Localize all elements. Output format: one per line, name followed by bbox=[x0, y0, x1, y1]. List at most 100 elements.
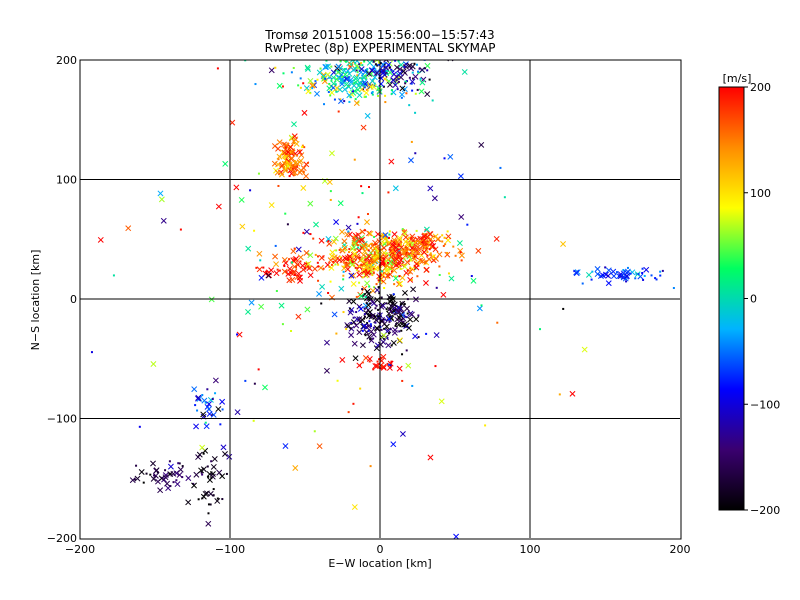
data-point-x bbox=[396, 314, 403, 321]
data-point-dot bbox=[401, 228, 404, 231]
data-point-dot bbox=[252, 419, 255, 422]
data-point-dot bbox=[286, 223, 289, 226]
data-point-dot bbox=[289, 271, 292, 274]
data-point-dot bbox=[281, 323, 284, 326]
data-point-dot bbox=[355, 295, 358, 298]
data-point-dot bbox=[319, 67, 322, 70]
data-point-dot bbox=[358, 63, 361, 66]
data-point-dot bbox=[345, 262, 348, 265]
data-point-x bbox=[358, 66, 365, 73]
data-point-x bbox=[222, 451, 228, 457]
data-point-dot bbox=[409, 236, 412, 239]
data-point-x bbox=[360, 252, 367, 258]
data-point-x bbox=[134, 475, 141, 482]
data-point-dot bbox=[386, 241, 389, 244]
data-point-x bbox=[327, 257, 334, 264]
data-point-dot bbox=[370, 314, 373, 317]
data-point-x bbox=[326, 240, 333, 247]
data-point-dot bbox=[344, 249, 347, 252]
data-point-dot bbox=[659, 270, 662, 273]
data-point-dot bbox=[343, 68, 346, 71]
data-point-x bbox=[307, 272, 314, 279]
data-point-x bbox=[387, 308, 394, 315]
data-point-x bbox=[352, 75, 359, 82]
data-point-dot bbox=[288, 258, 291, 261]
data-point-dot bbox=[371, 90, 374, 93]
data-point-dot bbox=[366, 71, 369, 74]
colorbar-ticks: 200 100 0 −100 −200 bbox=[744, 81, 780, 517]
y-tick-label: 200 bbox=[56, 54, 77, 67]
data-point-dot bbox=[368, 360, 371, 363]
data-point-x bbox=[185, 499, 192, 506]
data-point-dot bbox=[409, 259, 412, 262]
data-point-dot bbox=[400, 329, 403, 332]
data-point-dot bbox=[641, 267, 644, 270]
data-point-x bbox=[301, 109, 308, 116]
data-point-dot bbox=[634, 277, 637, 280]
data-point-dot bbox=[274, 66, 277, 69]
data-point-x bbox=[125, 225, 132, 232]
data-point-x bbox=[380, 332, 387, 339]
data-point-x bbox=[220, 444, 227, 451]
data-point-dot bbox=[259, 259, 262, 262]
data-point-dot bbox=[399, 267, 402, 270]
data-point-x bbox=[273, 261, 280, 268]
data-point-dot bbox=[274, 244, 277, 247]
data-point-dot bbox=[371, 274, 374, 277]
data-point-x bbox=[371, 258, 378, 265]
data-point-dot bbox=[347, 85, 350, 88]
data-point-dot bbox=[207, 503, 210, 506]
data-point-dot bbox=[410, 82, 413, 85]
data-point-dot bbox=[397, 80, 400, 83]
data-point-dot bbox=[201, 473, 204, 476]
data-point-x bbox=[297, 157, 304, 164]
data-point-dot bbox=[302, 231, 305, 234]
data-point-x bbox=[424, 91, 431, 98]
data-point-dot bbox=[363, 317, 366, 320]
data-point-dot bbox=[377, 267, 380, 270]
data-point-dot bbox=[360, 77, 363, 80]
data-point-dot bbox=[293, 142, 296, 145]
data-point-x bbox=[470, 277, 477, 284]
data-point-x bbox=[200, 493, 207, 500]
data-point-dot bbox=[390, 244, 393, 247]
data-point-x bbox=[407, 276, 414, 283]
data-point-x bbox=[291, 133, 298, 140]
data-point-dot bbox=[390, 270, 393, 273]
data-point-dot bbox=[355, 69, 358, 72]
data-point-dot bbox=[409, 267, 412, 270]
data-point-dot bbox=[409, 243, 412, 246]
data-point-dot bbox=[435, 286, 438, 289]
data-point-dot bbox=[414, 241, 417, 244]
data-point-dot bbox=[375, 247, 378, 250]
data-point-x bbox=[432, 233, 439, 240]
data-point-dot bbox=[361, 329, 364, 332]
data-point-dot bbox=[392, 255, 395, 258]
data-point-x bbox=[351, 244, 357, 251]
data-point-x bbox=[573, 270, 580, 277]
data-point-dot bbox=[425, 260, 428, 263]
data-point-dot bbox=[375, 283, 378, 286]
data-point-dot bbox=[385, 302, 388, 305]
data-point-x bbox=[401, 229, 408, 236]
data-point-x bbox=[364, 269, 371, 276]
data-point-dot bbox=[426, 240, 429, 243]
data-point-dot bbox=[539, 328, 542, 331]
data-point-x bbox=[351, 340, 358, 347]
data-point-x bbox=[346, 253, 353, 260]
data-point-x bbox=[329, 150, 335, 157]
data-point-dot bbox=[405, 316, 408, 319]
data-point-x bbox=[478, 141, 485, 148]
data-point-x bbox=[366, 70, 373, 77]
data-point-dot bbox=[164, 469, 167, 472]
data-point-x bbox=[212, 377, 219, 384]
data-point-dot bbox=[417, 71, 420, 74]
data-point-dot bbox=[386, 243, 389, 246]
data-point-x bbox=[585, 271, 592, 278]
data-point-dot bbox=[359, 387, 362, 390]
data-point-x bbox=[493, 235, 500, 242]
data-point-dot bbox=[292, 66, 295, 69]
data-point-x bbox=[211, 455, 218, 462]
data-point-x bbox=[341, 86, 348, 93]
data-point-x bbox=[274, 169, 281, 176]
